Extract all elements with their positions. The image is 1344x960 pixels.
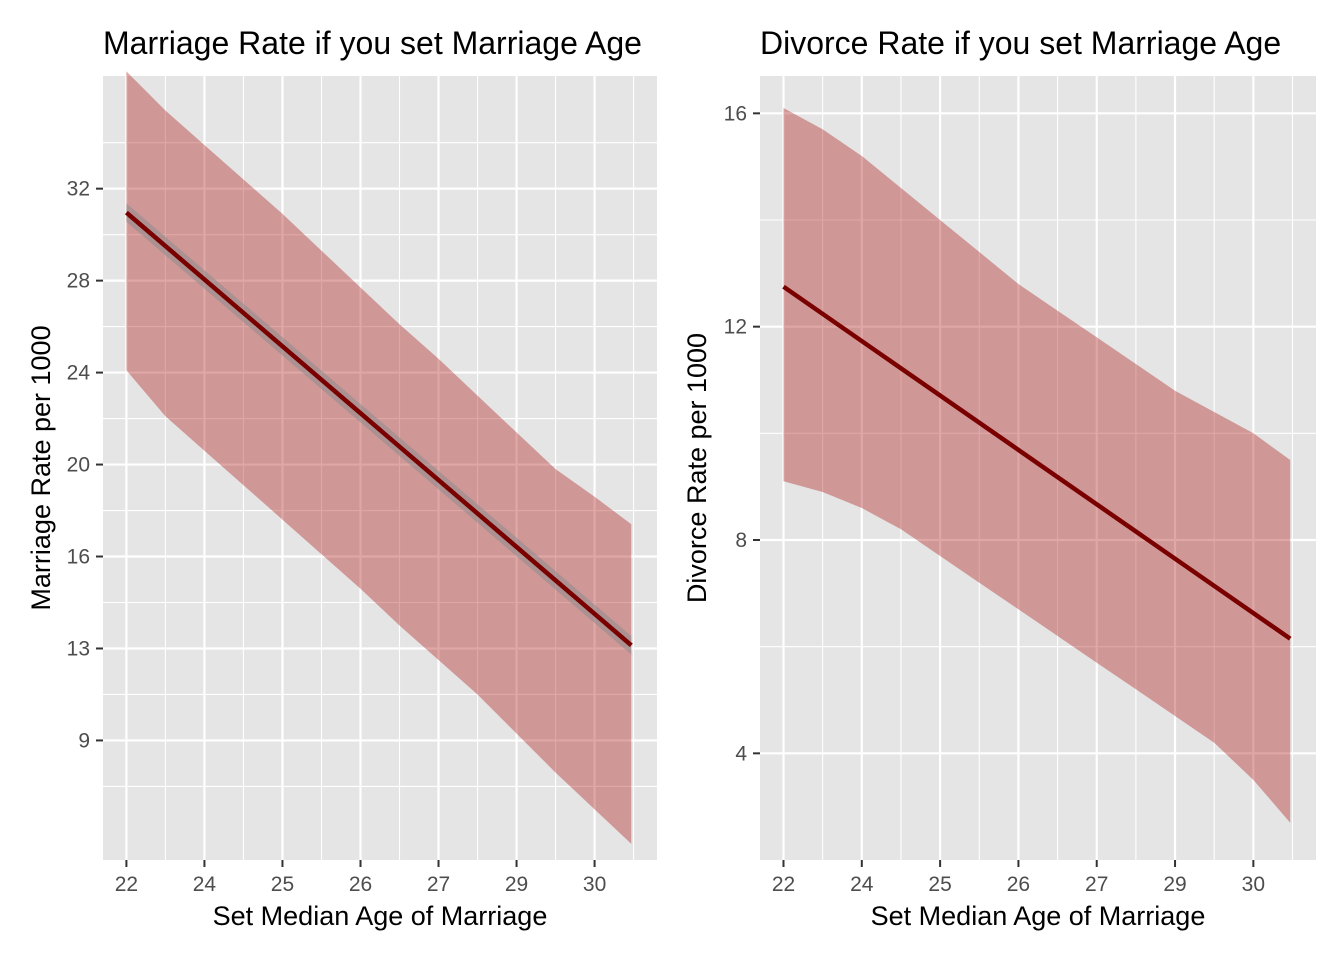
marriage-y-tick-label: 16 bbox=[67, 546, 90, 569]
divorce-x-tick-label: 27 bbox=[1085, 873, 1108, 896]
marriage-plot-panel bbox=[103, 76, 657, 860]
divorce-y-tick-label: 4 bbox=[735, 742, 747, 765]
marriage-x-tick-label: 22 bbox=[115, 873, 138, 896]
divorce-major-gridlines bbox=[760, 76, 1316, 860]
marriage-major-gridlines bbox=[103, 76, 657, 860]
marriage-x-tick-label: 27 bbox=[427, 873, 450, 896]
marriage-prediction-ribbon bbox=[126, 71, 632, 844]
marriage-y-tick-label: 9 bbox=[78, 729, 90, 752]
marriage-y-tick-label: 13 bbox=[67, 637, 90, 660]
marriage-x-tick-label: 30 bbox=[583, 873, 606, 896]
divorce-x-tick-label: 25 bbox=[928, 873, 951, 896]
marriage-y-tick-label: 24 bbox=[67, 362, 91, 385]
marriage-x-tick-label: 25 bbox=[271, 873, 294, 896]
marriage-x-tick-label: 26 bbox=[349, 873, 372, 896]
marriage-y-axis-title: Marriage Rate per 1000 bbox=[26, 325, 56, 610]
divorce-x-tick-label: 26 bbox=[1007, 873, 1030, 896]
marriage-x-tick-label: 29 bbox=[505, 873, 528, 896]
divorce-chart-title: Divorce Rate if you set Marriage Age bbox=[760, 25, 1281, 61]
divorce-y-axis: 4 8 12 16 bbox=[724, 102, 760, 765]
divorce-plot-panel bbox=[760, 76, 1316, 860]
divorce-rate-chart: Divorce Rate if you set Marriage Age 4 8 1… bbox=[682, 25, 1316, 931]
marriage-x-axis: 22 24 25 26 27 29 30 bbox=[115, 860, 606, 896]
marriage-y-tick-label: 28 bbox=[67, 270, 90, 293]
divorce-y-tick-label: 8 bbox=[735, 529, 747, 552]
marriage-y-axis: 9 13 16 20 24 28 32 bbox=[67, 178, 103, 752]
divorce-mean-line bbox=[782, 284, 1292, 641]
divorce-x-tick-label: 24 bbox=[850, 873, 874, 896]
divorce-x-tick-label: 30 bbox=[1242, 873, 1265, 896]
marriage-y-tick-label: 20 bbox=[67, 454, 90, 477]
divorce-x-axis-title: Set Median Age of Marriage bbox=[871, 901, 1206, 931]
divorce-x-tick-label: 29 bbox=[1163, 873, 1186, 896]
marriage-rate-chart: Marriage Rate if you set Marriage Age 9 1… bbox=[26, 25, 657, 931]
divorce-minor-gridlines bbox=[760, 76, 1316, 860]
marriage-minor-gridlines bbox=[103, 76, 657, 860]
divorce-x-axis: 22 24 25 26 27 29 30 bbox=[772, 860, 1265, 896]
marriage-mean-line bbox=[124, 210, 633, 648]
divorce-y-axis-title: Divorce Rate per 1000 bbox=[682, 333, 712, 603]
marriage-x-axis-title: Set Median Age of Marriage bbox=[213, 901, 548, 931]
marriage-chart-title: Marriage Rate if you set Marriage Age bbox=[103, 25, 642, 61]
divorce-x-tick-label: 22 bbox=[772, 873, 795, 896]
marriage-x-tick-label: 24 bbox=[193, 873, 217, 896]
marriage-y-tick-label: 32 bbox=[67, 178, 90, 201]
divorce-y-tick-label: 12 bbox=[724, 316, 747, 339]
divorce-y-tick-label: 16 bbox=[724, 102, 747, 125]
